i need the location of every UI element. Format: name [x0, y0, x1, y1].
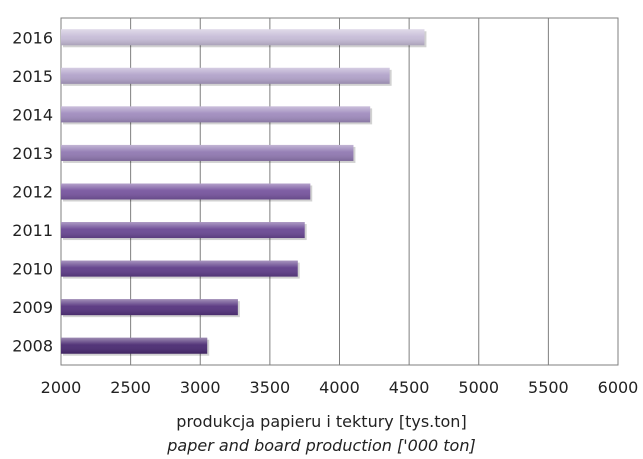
y-tick-label: 2015 [12, 67, 53, 86]
x-tick-label: 4500 [389, 378, 430, 397]
x-tick-label: 2000 [41, 378, 82, 397]
bar-highlight [61, 222, 305, 239]
x-tick-label: 3500 [250, 378, 291, 397]
y-tick-label: 2011 [12, 221, 53, 240]
bar-highlight [61, 299, 238, 316]
x-tick-label: 6000 [598, 378, 639, 397]
x-tick-labels: 2000 2500 3000 3500 4000 4500 5000 5500 6000 [41, 378, 639, 397]
y-tick-label: 2013 [12, 144, 53, 163]
bar-highlight [61, 106, 371, 123]
x-tick-label: 2500 [110, 378, 151, 397]
bar-highlight [61, 183, 311, 200]
x-tick-label: 5500 [528, 378, 569, 397]
x-tick-label: 5000 [458, 378, 499, 397]
bar-highlight [61, 260, 298, 277]
y-tick-label: 2016 [12, 28, 53, 47]
y-tick-label: 2009 [12, 298, 53, 317]
y-tick-label: 2010 [12, 260, 53, 279]
bar-highlight [61, 67, 390, 84]
bar-highlight [61, 337, 208, 354]
x-axis-label-english: paper and board production ['000 ton] [167, 436, 476, 455]
y-tick-label: 2008 [12, 337, 53, 356]
x-tick-label: 4000 [319, 378, 360, 397]
x-axis-label: produkcja papieru i tektury [tys.ton] [176, 412, 467, 431]
bars [61, 29, 427, 356]
x-tick-label: 3000 [180, 378, 221, 397]
y-tick-labels: 2008 2009 2010 2011 2012 2013 2014 2015 2016 [12, 28, 53, 355]
y-tick-label: 2014 [12, 105, 53, 124]
bar-highlight [61, 144, 354, 161]
y-tick-label: 2012 [12, 183, 53, 202]
bar-highlight [61, 29, 425, 46]
